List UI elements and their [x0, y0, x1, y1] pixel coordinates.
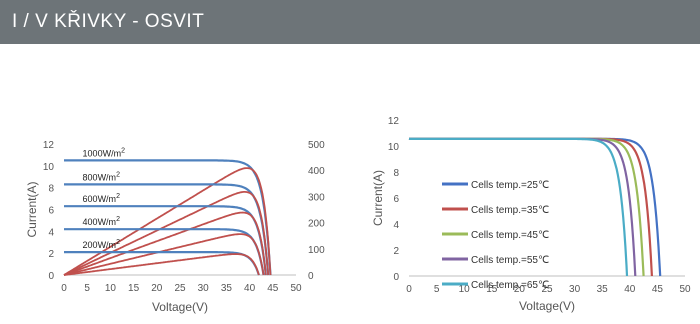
y2-tick-label: 300	[308, 192, 325, 203]
y-axis-title: Current(A)	[371, 170, 385, 226]
x-tick-label: 10	[459, 284, 471, 295]
irradiance-label-text: 800W/m	[83, 172, 117, 182]
irradiance-label-sup: 2	[121, 147, 125, 154]
y-tick-label: 10	[43, 162, 55, 173]
irradiance-label-text: 600W/m	[83, 194, 117, 204]
power-curve	[63, 233, 265, 276]
x-axis-title: Voltage(V)	[152, 300, 208, 314]
power-curve	[63, 253, 260, 276]
iv-curve	[64, 228, 265, 276]
y-axis-title: Current(A)	[25, 181, 39, 237]
iv-curve	[64, 183, 270, 276]
x-tick-label: 5	[434, 284, 440, 295]
y2-tick-label: 0	[308, 271, 314, 282]
x-tick-label: 20	[514, 284, 526, 295]
header-bar: I / V KŘIVKY - OSVIT	[0, 0, 700, 44]
power-curve	[63, 211, 267, 276]
irradiance-label-sup: 2	[116, 193, 120, 200]
x-tick-label: 10	[105, 283, 117, 294]
irradiance-label: 1000W/m2	[83, 147, 126, 158]
y-tick-label: 12	[43, 140, 55, 151]
x-axis-title: Voltage(V)	[519, 299, 575, 313]
x-tick-label: 5	[84, 283, 90, 294]
irradiance-label-sup: 2	[116, 216, 120, 223]
x-tick-label: 45	[652, 284, 664, 295]
legend-label: Cells temp.=35℃	[471, 205, 549, 216]
irradiance-label: 400W/m2	[83, 216, 121, 227]
x-tick-label: 25	[541, 284, 553, 295]
x-tick-label: 25	[174, 283, 186, 294]
page-title: I / V KŘIVKY - OSVIT	[12, 11, 205, 32]
irradiance-label: 200W/m2	[83, 239, 121, 250]
y2-tick-label: 100	[308, 245, 325, 256]
legend-label: Cells temp.=65℃	[471, 280, 549, 291]
y-tick-label: 8	[48, 184, 54, 195]
y2-tick-label: 200	[308, 219, 325, 230]
irradiance-label-text: 1000W/m	[83, 148, 122, 158]
power-curve	[63, 191, 270, 276]
iv-curve	[64, 205, 267, 276]
x-tick-label: 35	[597, 284, 609, 295]
y-tick-label: 0	[393, 272, 399, 283]
x-tick-label: 30	[198, 283, 210, 294]
y-tick-label: 2	[393, 246, 399, 257]
irradiance-label-sup: 2	[116, 171, 120, 178]
y-tick-label: 2	[48, 249, 54, 260]
power-curve	[63, 167, 272, 276]
y-tick-label: 4	[393, 220, 399, 231]
temperature-iv-chart: 0 5 10 15 20 25 30 35 40 45 50 0 2 4 6 8 10 12 Voltage(V) C…	[371, 116, 691, 313]
y-tick-label: 8	[393, 168, 399, 179]
y-tick-label: 0	[48, 271, 54, 282]
y-tick-label: 6	[48, 206, 54, 217]
x-tick-label: 45	[267, 283, 279, 294]
irradiance-label-text: 200W/m	[83, 240, 117, 250]
x-tick-label: 0	[406, 284, 412, 295]
irradiance-label: 600W/m2	[83, 193, 121, 204]
irradiance-label: 800W/m2	[83, 171, 121, 182]
x-tick-label: 15	[486, 284, 498, 295]
legend-label: Cells temp.=55℃	[471, 255, 549, 266]
x-tick-label: 50	[679, 284, 691, 295]
temperature-curve	[408, 137, 629, 277]
legend-label: Cells temp.=45℃	[471, 230, 549, 241]
iv-curve	[64, 159, 272, 276]
irradiance-label-text: 400W/m	[83, 217, 117, 227]
legend-label: Cells temp.=25℃	[471, 180, 549, 191]
x-tick-label: 40	[244, 283, 256, 294]
x-tick-label: 40	[624, 284, 636, 295]
y-tick-label: 10	[388, 142, 400, 153]
irradiance-iv-chart: 0 5 10 15 20 25 30 35 40 45 5002468101201002003004…	[25, 140, 325, 314]
x-tick-label: 15	[128, 283, 140, 294]
y-tick-label: 12	[388, 116, 400, 127]
x-tick-label: 20	[151, 283, 163, 294]
y2-tick-label: 400	[308, 166, 325, 177]
x-tick-label: 50	[290, 283, 302, 294]
x-tick-label: 35	[221, 283, 233, 294]
irradiance-label-sup: 2	[116, 239, 120, 246]
y-tick-label: 6	[393, 194, 399, 205]
y-tick-label: 4	[48, 227, 54, 238]
x-tick-label: 0	[61, 283, 67, 294]
y2-tick-label: 500	[308, 140, 325, 151]
iv-curve	[64, 251, 260, 276]
x-tick-label: 30	[569, 284, 581, 295]
